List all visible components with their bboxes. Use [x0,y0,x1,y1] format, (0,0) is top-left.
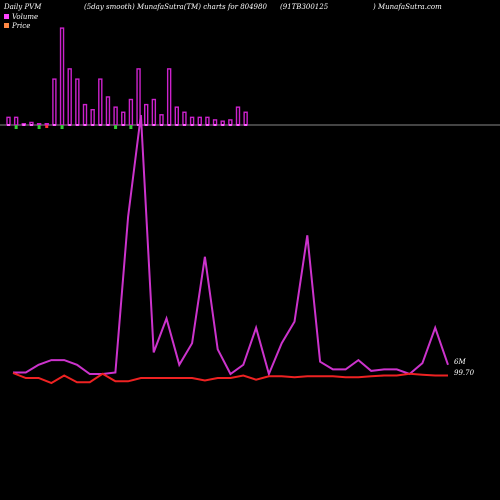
chart-title-left: Daily PVM [4,3,42,11]
volume-up-tick [236,124,240,126]
volume-down-tick [60,125,64,129]
volume-up-tick [75,124,79,126]
volume-down-tick [37,125,41,129]
volume-up-tick [213,124,217,126]
volume-up-tick [198,124,202,126]
volume-up-tick [152,124,156,126]
volume-down-tick [114,125,118,129]
volume-bar [52,78,57,126]
volume-bar [136,68,141,126]
volume-bar [166,68,172,126]
volume-bar [151,98,157,126]
price-last-label: 99.70 [454,369,475,377]
volume-bar [36,123,42,126]
volume-bar [182,111,187,126]
volume-bar [105,96,111,126]
volume-bar [159,114,164,126]
volume-bar [13,116,19,126]
legend-volume-swatch [4,14,9,19]
volume-bar [6,116,11,126]
volume-down-tick [129,125,133,129]
volume-bar [90,108,95,126]
volume-bar [67,68,72,126]
volume-down-tick [14,125,18,129]
volume-up-tick [68,124,72,126]
volume-up-tick [228,124,232,126]
legend-volume-label: Volume [12,12,39,21]
volume-bar [113,106,118,126]
volume-up-tick [182,124,186,126]
volume-line [13,114,449,378]
volume-up-tick [29,124,33,126]
volume-bar [75,78,80,126]
volume-up-tick [205,124,209,126]
volume-bar [121,111,126,126]
volume-bar [82,103,88,126]
volume-last-label: 6M [454,358,466,366]
chart-title-code: (91TB300125 [280,3,329,11]
legend: Volume Price [4,12,38,30]
volume-up-tick [91,124,95,126]
legend-price-swatch [4,23,9,28]
legend-price-label: Price [12,21,31,30]
volume-up-tick [137,124,141,126]
volume-up-tick [144,124,148,126]
volume-bar [174,106,180,126]
volume-up-tick [22,124,26,126]
volume-bar [128,98,134,126]
volume-bar [59,27,65,126]
volume-up-tick [98,124,102,126]
legend-price: Price [4,21,38,30]
volume-bar [205,116,210,126]
volume-up-tick [52,124,56,126]
volume-bar [197,116,202,126]
volume-up-tick [106,124,110,126]
volume-bar [235,106,241,126]
volume-bar [44,123,49,126]
legend-volume: Volume [4,12,38,21]
chart-title-main: (5day smooth) MunafaSutra(TM) charts for… [84,3,267,11]
volume-up-tick [121,124,125,126]
volume-up-tick [175,124,179,126]
volume-bar [143,103,149,126]
volume-up-tick [7,124,10,126]
volume-bar [189,116,195,126]
chart-title-site: ) MunafaSutra.com [373,3,442,11]
volume-up-tick [244,124,248,126]
volume-bar [98,78,103,126]
volume-up-tick [221,124,225,126]
volume-up-tick [167,124,171,126]
volume-up-tick [190,124,194,126]
volume-up-tick [83,124,87,126]
volume-neg-tick [45,125,49,128]
volume-up-tick [160,124,163,126]
volume-bar [243,111,248,126]
price-line [12,372,448,385]
